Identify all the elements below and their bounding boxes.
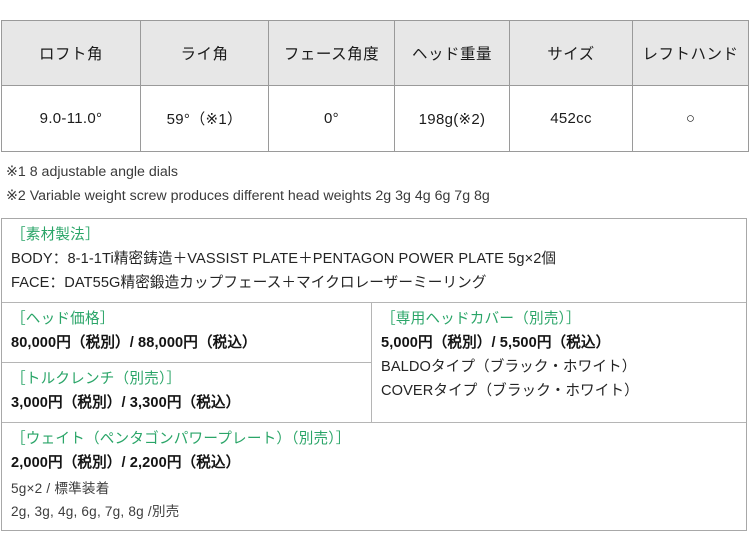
head-price-heading: ［ヘッド価格］ (11, 311, 115, 327)
table-header-row: ロフト角 ライ角 フェース角度 ヘッド重量 サイズ レフトハンド (1, 20, 749, 86)
column-header-size: サイズ (509, 20, 633, 86)
material-body-line: BODY：8-1-1Ti精密鋳造＋VASSIST PLATE＋PENTAGON … (11, 251, 557, 267)
cell-left-hand: ○ (632, 85, 749, 152)
weight-standard-detail: 5g×2 / 標準装着 (11, 481, 110, 496)
material-section-heading: ［素材製法］ (11, 227, 100, 243)
torque-wrench-section: ［トルクレンチ（別売）］ 3,000円（税別）/ 3,300円（税込） (2, 363, 371, 422)
weight-section-heading: ［ウェイト（ペンタゴンパワープレート）（別売）］ (11, 431, 351, 447)
cell-lie-angle: 59°（※1） (140, 85, 269, 152)
material-face-line: FACE：DAT55G精密鍛造カップフェース＋マイクロレーザーミーリング (11, 275, 487, 291)
column-header-loft-angle: ロフト角 (1, 20, 141, 86)
column-header-lie-angle: ライ角 (140, 20, 269, 86)
head-cover-price: 5,000円（税別）/ 5,500円（税込） (381, 335, 611, 351)
head-cover-section: ［専用ヘッドカバー（別売）］ 5,000円（税別）/ 5,500円（税込） BA… (372, 303, 746, 422)
spec-table-container: ロフト角 ライ角 フェース角度 ヘッド重量 サイズ レフトハンド 9.0-11.… (1, 20, 749, 152)
weight-options-detail: 2g, 3g, 4g, 6g, 7g, 8g /別売 (11, 504, 180, 519)
head-cover-heading: ［専用ヘッドカバー（別売）］ (381, 311, 581, 327)
column-header-left-hand: レフトハンド (632, 20, 749, 86)
head-cover-variant-cover: COVERタイプ（ブラック・ホワイト） (381, 383, 639, 399)
material-section: ［素材製法］ BODY：8-1-1Ti精密鋳造＋VASSIST PLATE＋PE… (2, 219, 746, 303)
spec-table-body: 9.0-11.0° 59°（※1） 0° 198g(※2) 452cc ○ (1, 85, 749, 152)
head-cover-variant-baldo: BALDOタイプ（ブラック・ホワイト） (381, 359, 637, 375)
cell-loft-angle: 9.0-11.0° (1, 85, 141, 152)
footnotes: ※1 8 adjustable angle dials ※2 Variable … (6, 160, 746, 208)
cell-size: 452cc (509, 85, 633, 152)
spec-table-header: ロフト角 ライ角 フェース角度 ヘッド重量 サイズ レフトハンド (1, 20, 749, 86)
spec-table: ロフト角 ライ角 フェース角度 ヘッド重量 サイズ レフトハンド 9.0-11.… (1, 20, 749, 152)
footnote-1: ※1 8 adjustable angle dials (6, 164, 179, 180)
pricing-left-column: ［ヘッド価格］ 80,000円（税別）/ 88,000円（税込） ［トルクレンチ… (2, 303, 372, 422)
footnote-2: ※2 Variable weight screw produces differ… (6, 188, 490, 204)
cell-head-weight: 198g(※2) (394, 85, 510, 152)
head-price-section: ［ヘッド価格］ 80,000円（税別）/ 88,000円（税込） (2, 303, 371, 363)
column-header-head-weight: ヘッド重量 (394, 20, 510, 86)
weight-section: ［ウェイト（ペンタゴンパワープレート）（別売）］ 2,000円（税別）/ 2,2… (2, 423, 746, 530)
cell-face-angle: 0° (268, 85, 395, 152)
torque-wrench-heading: ［トルクレンチ（別売）］ (11, 371, 182, 387)
torque-wrench-value: 3,000円（税別）/ 3,300円（税込） (11, 395, 241, 411)
column-header-face-angle: フェース角度 (268, 20, 395, 86)
head-price-value: 80,000円（税別）/ 88,000円（税込） (11, 335, 257, 351)
table-row: 9.0-11.0° 59°（※1） 0° 198g(※2) 452cc ○ (1, 85, 749, 152)
product-details-box: ［素材製法］ BODY：8-1-1Ti精密鋳造＋VASSIST PLATE＋PE… (1, 218, 747, 531)
weight-price-value: 2,000円（税別）/ 2,200円（税込） (11, 455, 241, 471)
pricing-split-row: ［ヘッド価格］ 80,000円（税別）/ 88,000円（税込） ［トルクレンチ… (2, 303, 746, 423)
